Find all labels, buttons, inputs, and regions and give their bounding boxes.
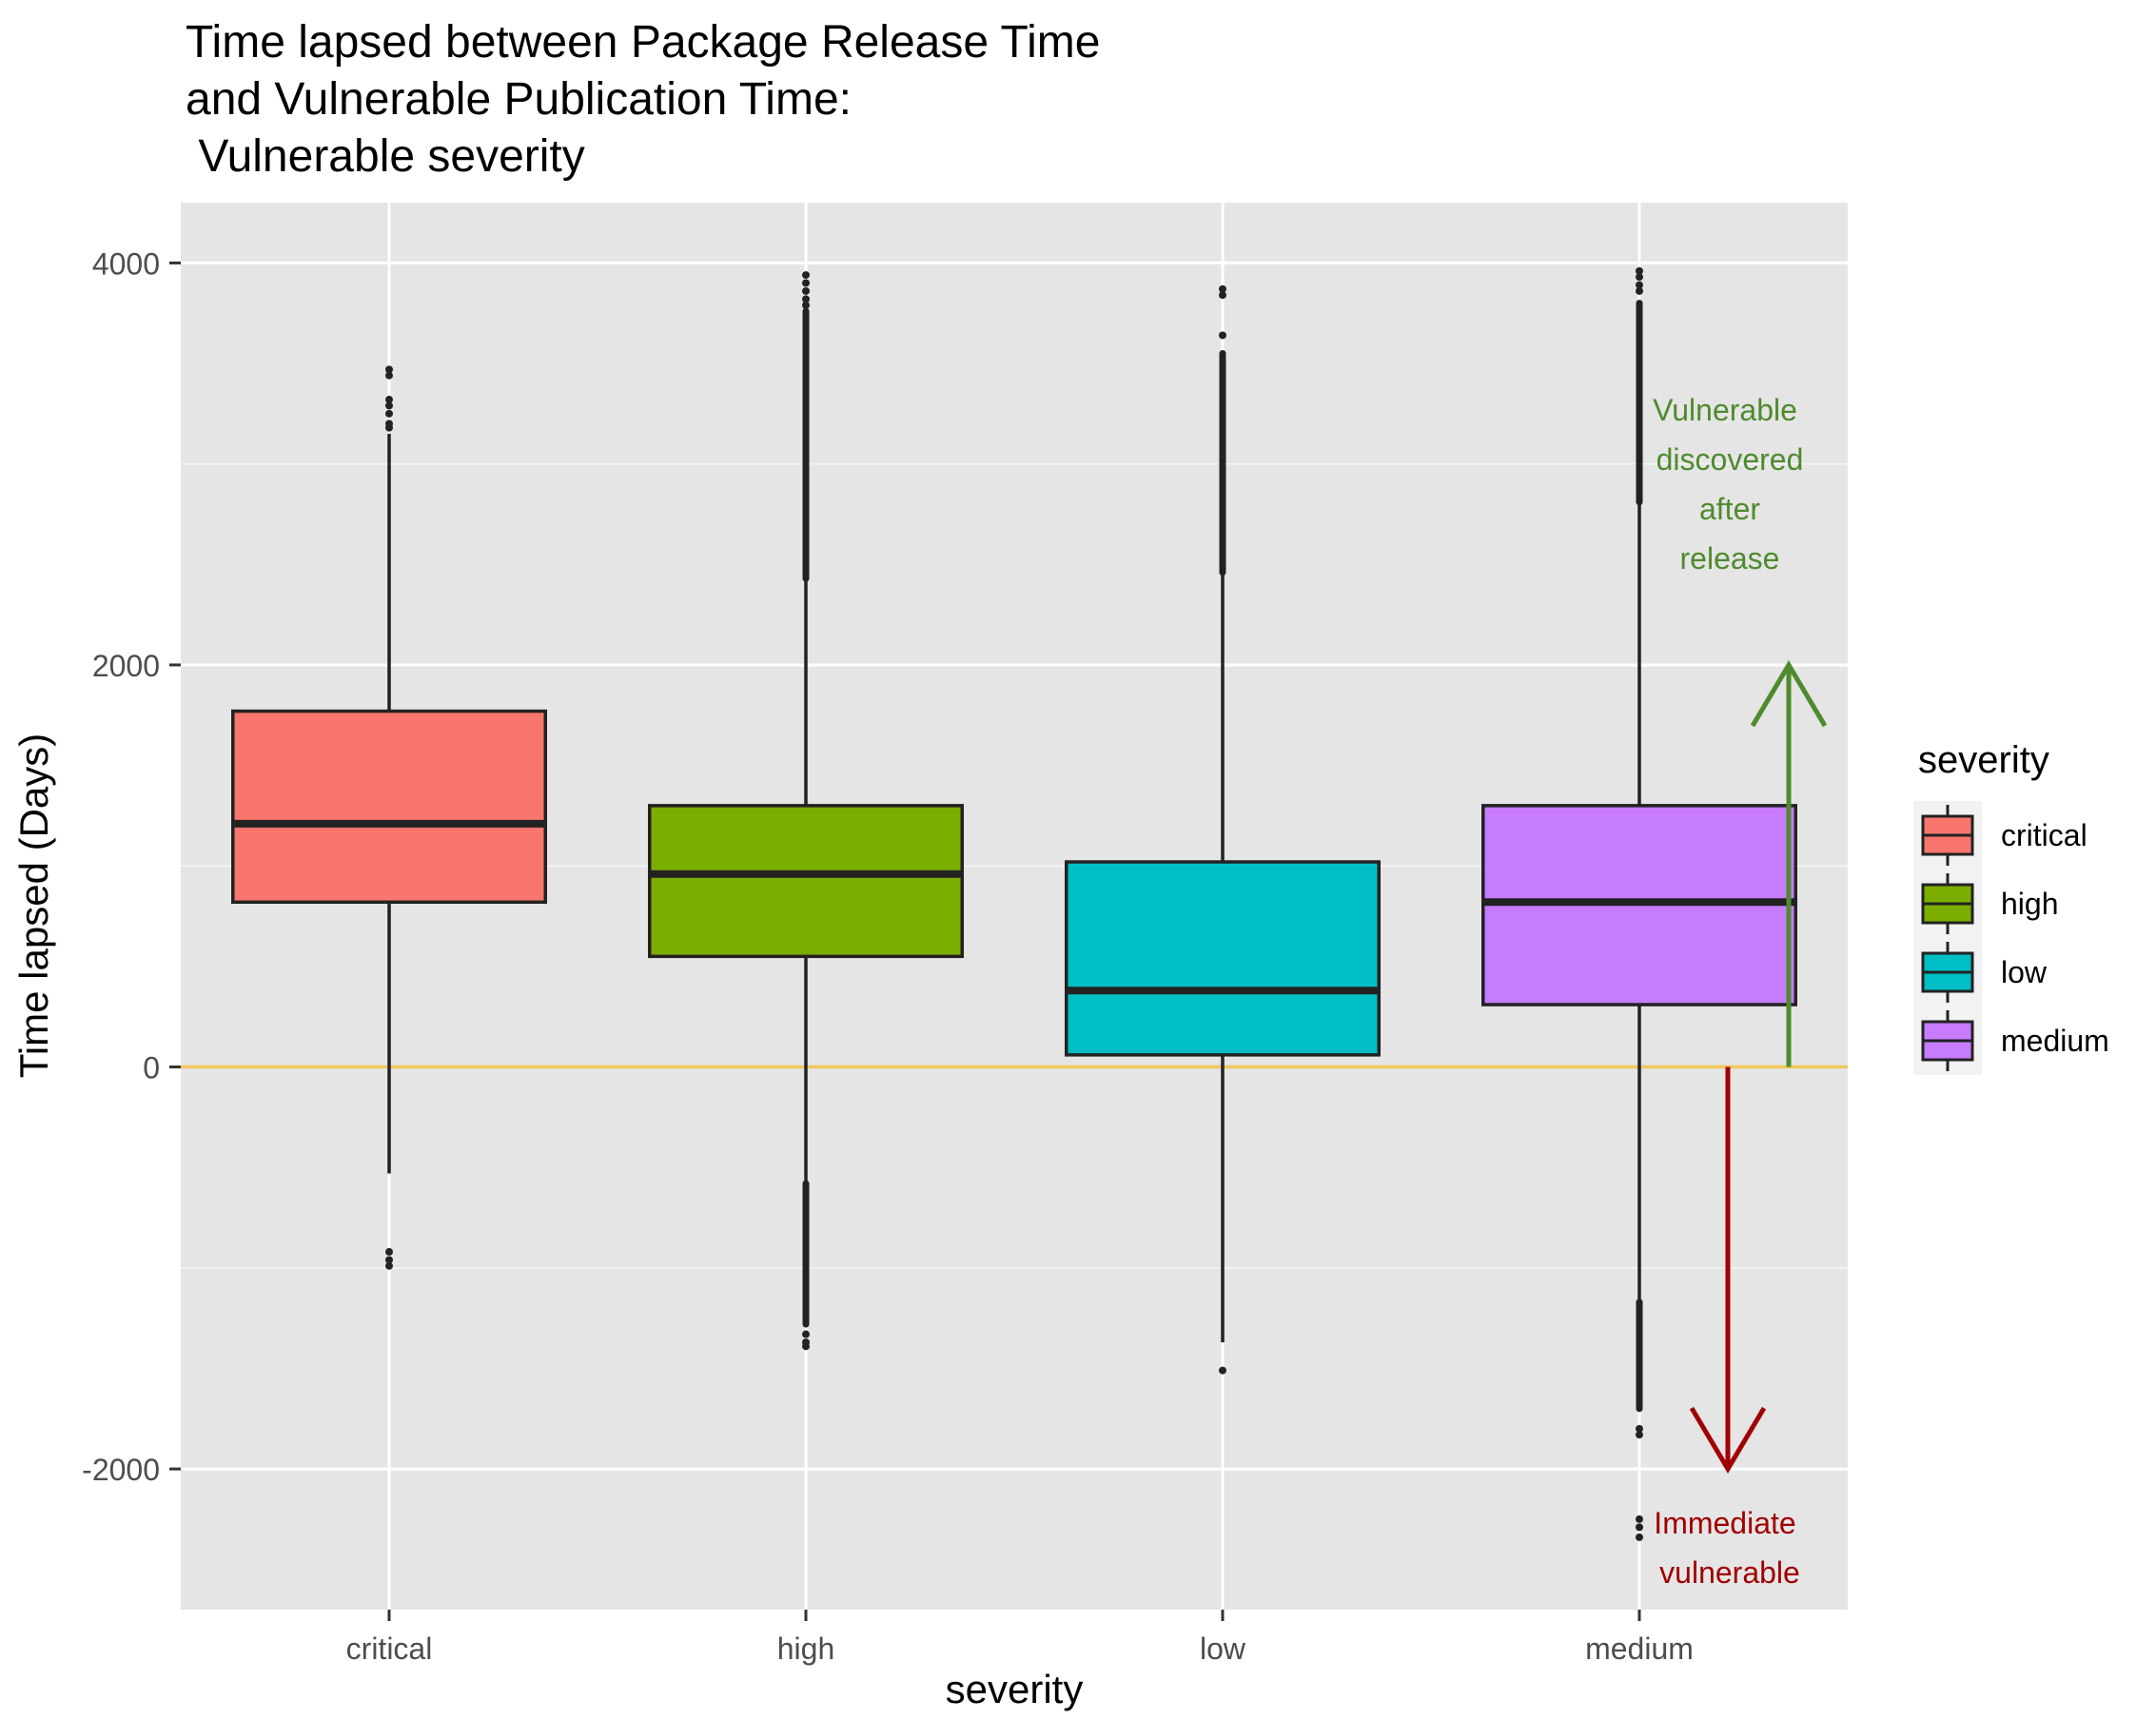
y-tick-label: 0 — [143, 1051, 160, 1085]
outlier-point — [1636, 1424, 1643, 1433]
y-tick-label: 4000 — [92, 246, 160, 281]
down-annotation-line-2: vulnerable — [1659, 1555, 1800, 1590]
outlier-point — [385, 1256, 393, 1264]
outlier-point — [1636, 266, 1643, 275]
box-low — [1065, 284, 1381, 1375]
x-tick-label-critical: critical — [346, 1632, 433, 1666]
legend-item-high: high — [1921, 873, 2059, 934]
up-annotation-line-2: discovered — [1656, 442, 1804, 477]
outlier-point — [802, 295, 810, 303]
box-high — [648, 271, 964, 1351]
outlier-point — [385, 1247, 393, 1256]
outlier-point — [385, 423, 393, 432]
outlier-point — [385, 371, 393, 380]
x-tick-label-high: high — [777, 1632, 835, 1666]
outlier-point — [802, 1330, 810, 1339]
up-annotation-line-1: Vulnerable — [1653, 393, 1797, 427]
down-arrow-head — [1689, 1406, 1767, 1474]
x-tick-label-medium: medium — [1585, 1632, 1694, 1666]
y-axis-label: Time lapsed (Days) — [11, 733, 56, 1079]
outlier-point — [802, 286, 810, 295]
outlier-point — [1219, 1366, 1226, 1375]
box-critical — [231, 365, 547, 1270]
chart-title-line-2: and Vulnerable Publication Time: — [186, 74, 852, 125]
legend-label: low — [2001, 955, 2048, 989]
outlier-point — [802, 271, 810, 280]
x-tick-label-low: low — [1200, 1632, 1246, 1666]
legend-label: critical — [2001, 818, 2087, 852]
outlier-point — [1636, 273, 1643, 282]
outlier-point — [385, 396, 393, 404]
chart-title: Time lapsed between Package Release Time… — [186, 17, 1100, 182]
x-axis-label: severity — [946, 1667, 1084, 1711]
up-annotation-line-4: release — [1680, 541, 1780, 576]
outlier-point — [1219, 291, 1226, 300]
down-annotation-line-1: Immediate — [1654, 1506, 1795, 1540]
y-tick-label: -2000 — [82, 1453, 160, 1487]
chart-title-line-1: Time lapsed between Package Release Time — [186, 17, 1100, 68]
legend-label: high — [2001, 887, 2059, 921]
y-axis: -2000 0 2000 4000 — [82, 246, 181, 1487]
legend-item-low: low — [1921, 942, 2048, 1003]
outlier-point — [1219, 331, 1226, 340]
outlier-point — [385, 365, 393, 374]
legend-label: medium — [2001, 1024, 2109, 1058]
outlier-point — [385, 401, 393, 410]
iqr-box — [1065, 860, 1381, 1057]
box-medium — [1481, 266, 1797, 1541]
outlier-point — [802, 301, 810, 309]
outlier-point — [1636, 1431, 1643, 1439]
legend: severity critical high low medium — [1913, 739, 2109, 1075]
outlier-point — [1636, 281, 1643, 289]
outlier-point — [1636, 286, 1643, 295]
legend-title: severity — [1918, 739, 2049, 781]
outlier-point — [1636, 1533, 1643, 1541]
up-arrow-head — [1750, 660, 1828, 728]
box-layer — [231, 266, 1797, 1541]
outlier-point — [1636, 1523, 1643, 1532]
outlier-point — [1636, 1515, 1643, 1523]
legend-item-medium: medium — [1921, 1010, 2109, 1071]
outlier-point — [385, 1261, 393, 1270]
annotations: Vulnerable discovered after release Imme… — [1653, 393, 1828, 1590]
iqr-box — [648, 804, 964, 959]
up-annotation-line-3: after — [1699, 492, 1760, 526]
outlier-point — [802, 1342, 810, 1351]
outlier-point — [385, 409, 393, 418]
outlier-point — [802, 279, 810, 287]
legend-item-critical: critical — [1921, 805, 2087, 866]
chart-title-line-3: Vulnerable severity — [186, 131, 585, 182]
outlier-point — [1219, 284, 1226, 293]
iqr-box — [231, 709, 547, 905]
y-tick-label: 2000 — [92, 649, 160, 683]
x-axis: critical high low medium — [346, 1610, 1694, 1666]
